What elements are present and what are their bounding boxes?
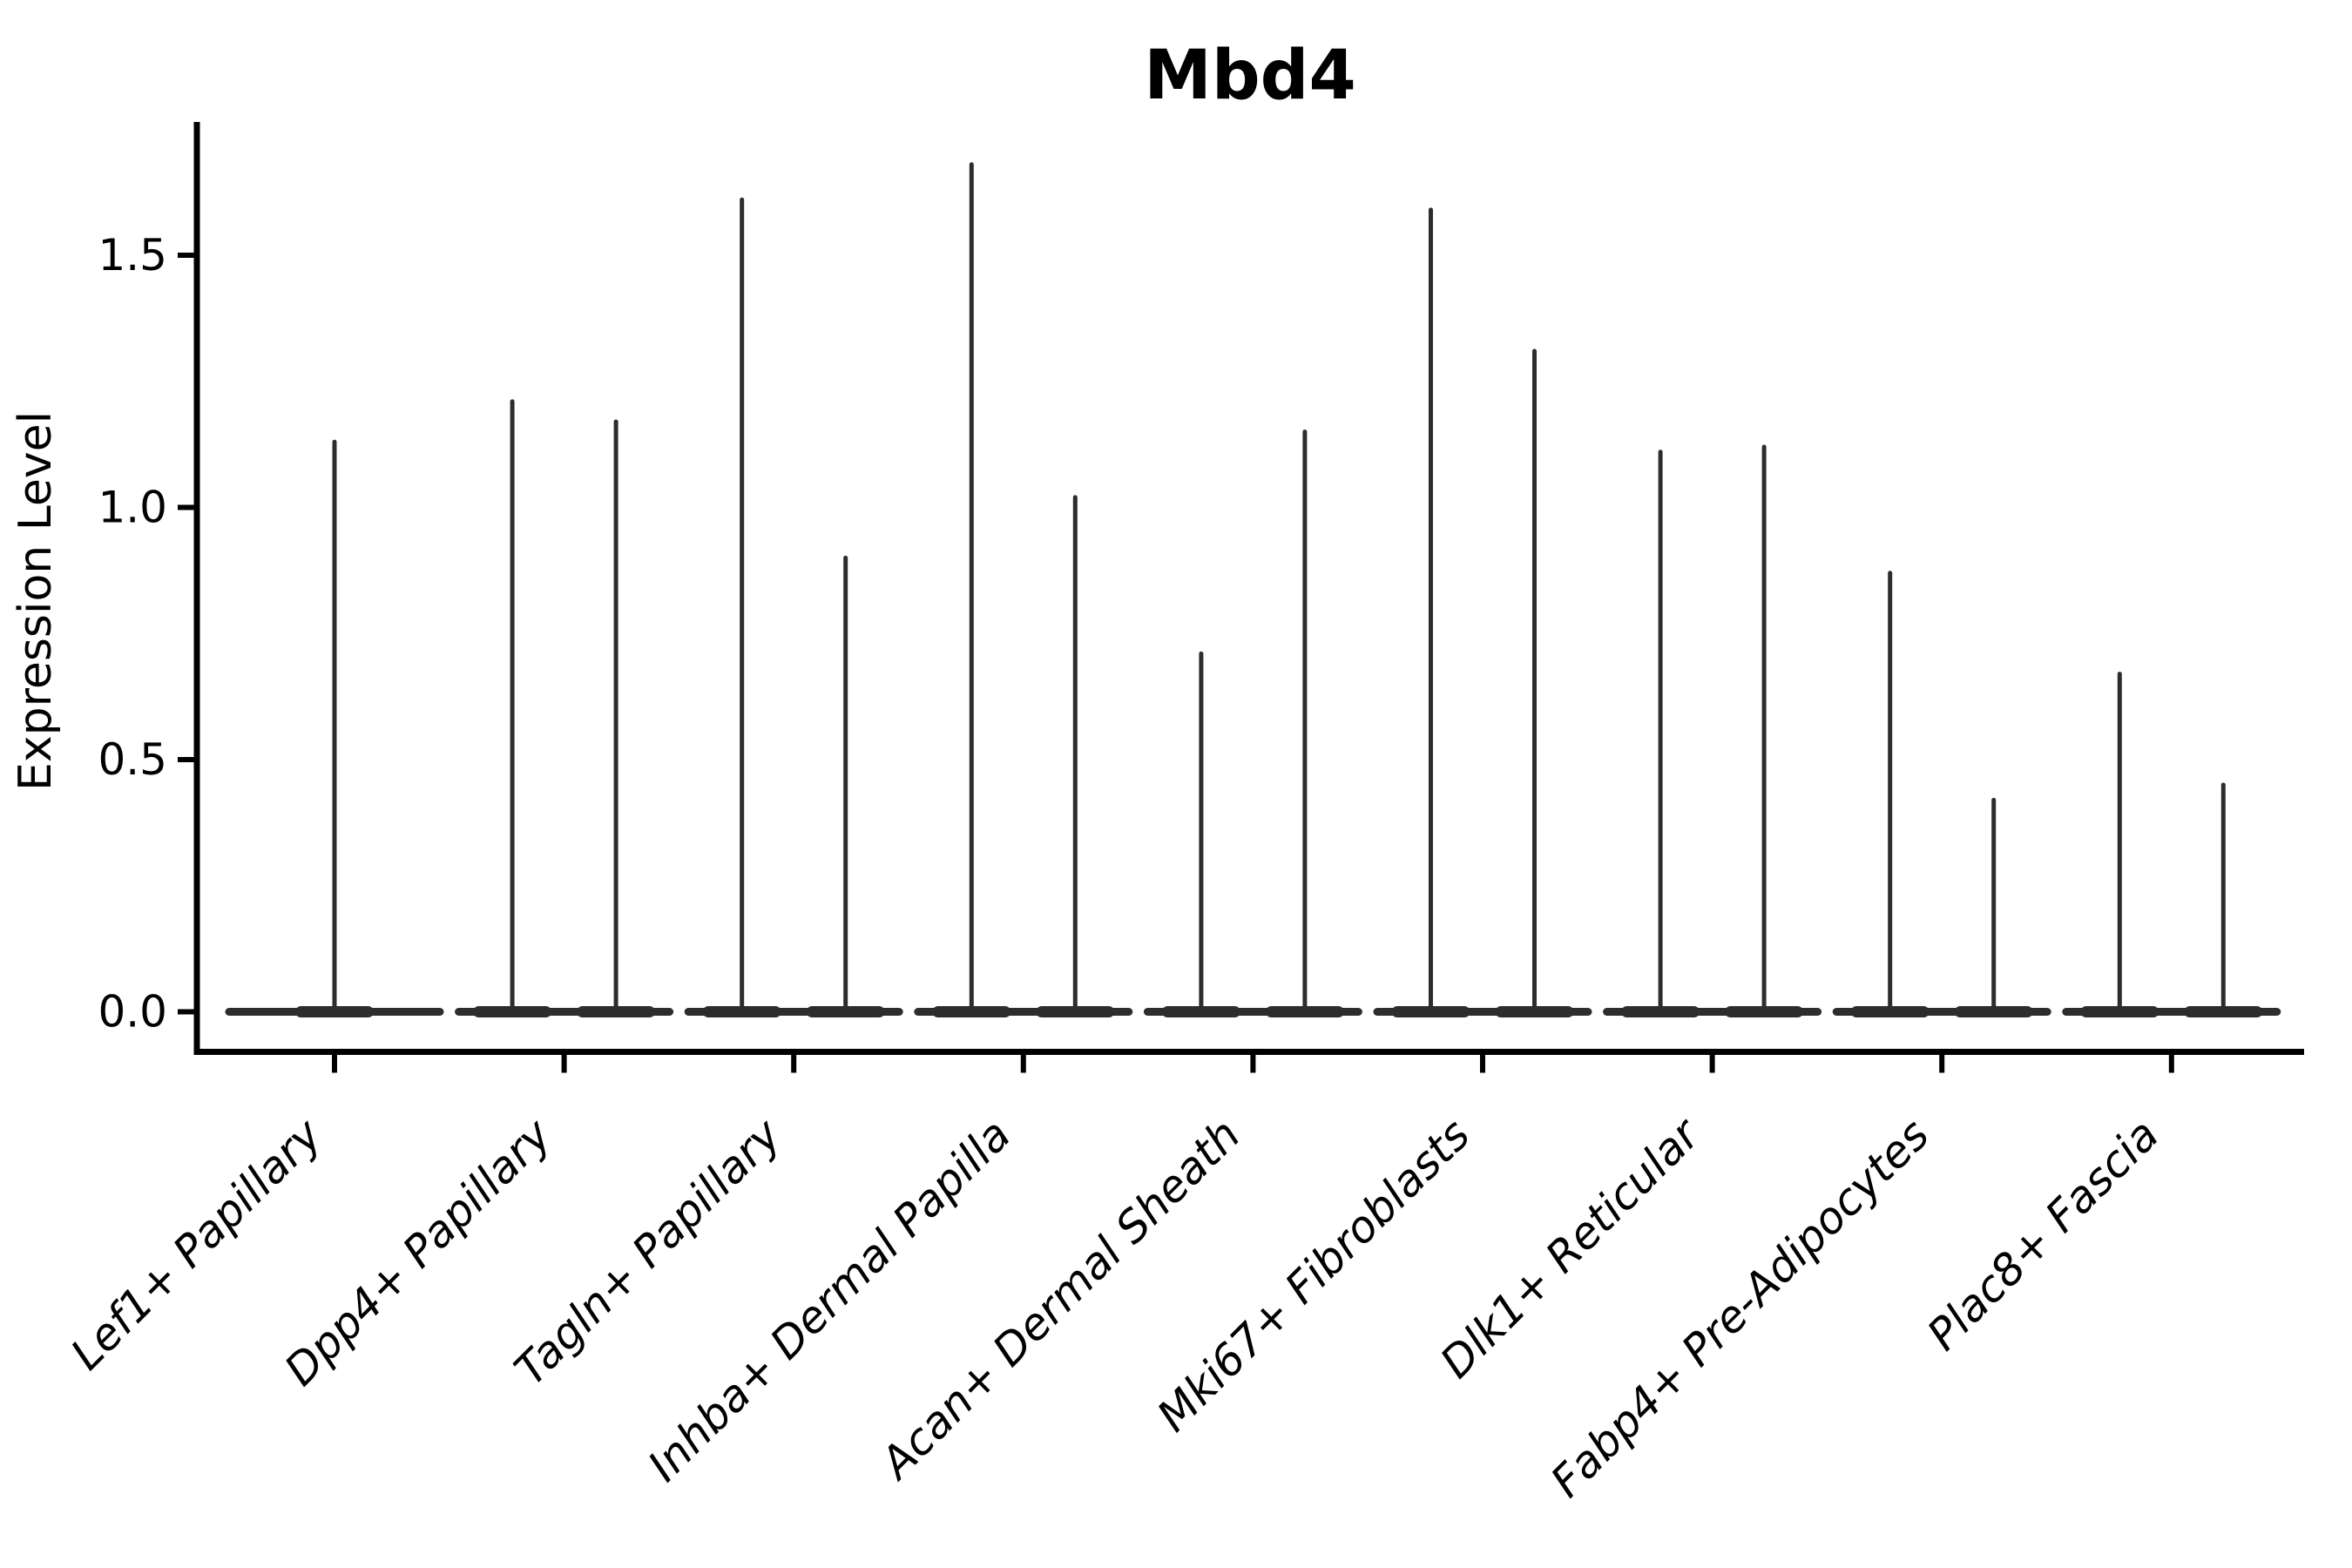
x-category-label: Lef1+ Papillary [61, 1108, 332, 1379]
y-axis-label: Expression Level [10, 411, 62, 791]
y-tick-label: 0.5 [98, 734, 167, 785]
x-category-label: Inhba+ Dermal Papilla [639, 1109, 1020, 1490]
y-tick-label: 0.0 [98, 987, 167, 1037]
y-tick-label: 1.0 [98, 483, 167, 533]
x-category-label: Plac8+ Fascia [1917, 1109, 2168, 1360]
y-tick-label: 1.5 [98, 230, 167, 280]
x-category-label: Fabp4+ Pre-Adipocytes [1541, 1109, 1939, 1507]
chart-title: Mbd4 [1144, 37, 1356, 115]
